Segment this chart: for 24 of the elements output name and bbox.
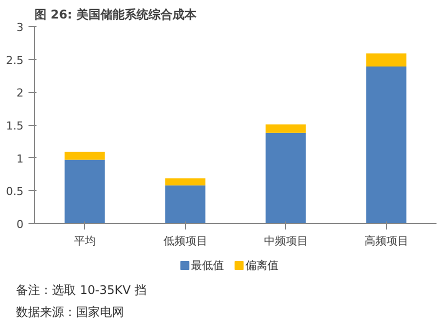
y-tick-label: 2.5 <box>6 54 24 67</box>
x-tick-label: 高频项目 <box>364 234 408 248</box>
x-tick-label: 平均 <box>74 234 96 248</box>
source-note: 数据来源：国家电网 <box>16 304 124 321</box>
y-tick-label: 1.5 <box>6 120 24 132</box>
chart-title: 图 26: 美国储能系统综合成本 <box>34 8 198 22</box>
bar <box>266 124 306 133</box>
legend-label: 偏离值 <box>245 259 278 272</box>
bar <box>366 53 406 67</box>
x-tick-label: 低频项目 <box>163 234 208 248</box>
y-tick-label: 0.5 <box>6 185 24 198</box>
bar <box>165 178 206 186</box>
text: 备注：选取 10-35KV 挡 <box>16 282 147 299</box>
bar <box>266 132 306 224</box>
y-tick-label: 3 <box>16 21 24 34</box>
bar <box>165 185 206 224</box>
legend-label: 最低值 <box>191 259 224 272</box>
x-tick-label: 中频项目 <box>264 234 308 248</box>
bar <box>64 152 105 160</box>
y-tick-label: 0 <box>16 218 24 231</box>
y-tick-label: 2 <box>16 86 24 100</box>
bar <box>64 160 105 224</box>
y-tick-label: 1 <box>16 152 24 166</box>
bar <box>366 66 406 224</box>
